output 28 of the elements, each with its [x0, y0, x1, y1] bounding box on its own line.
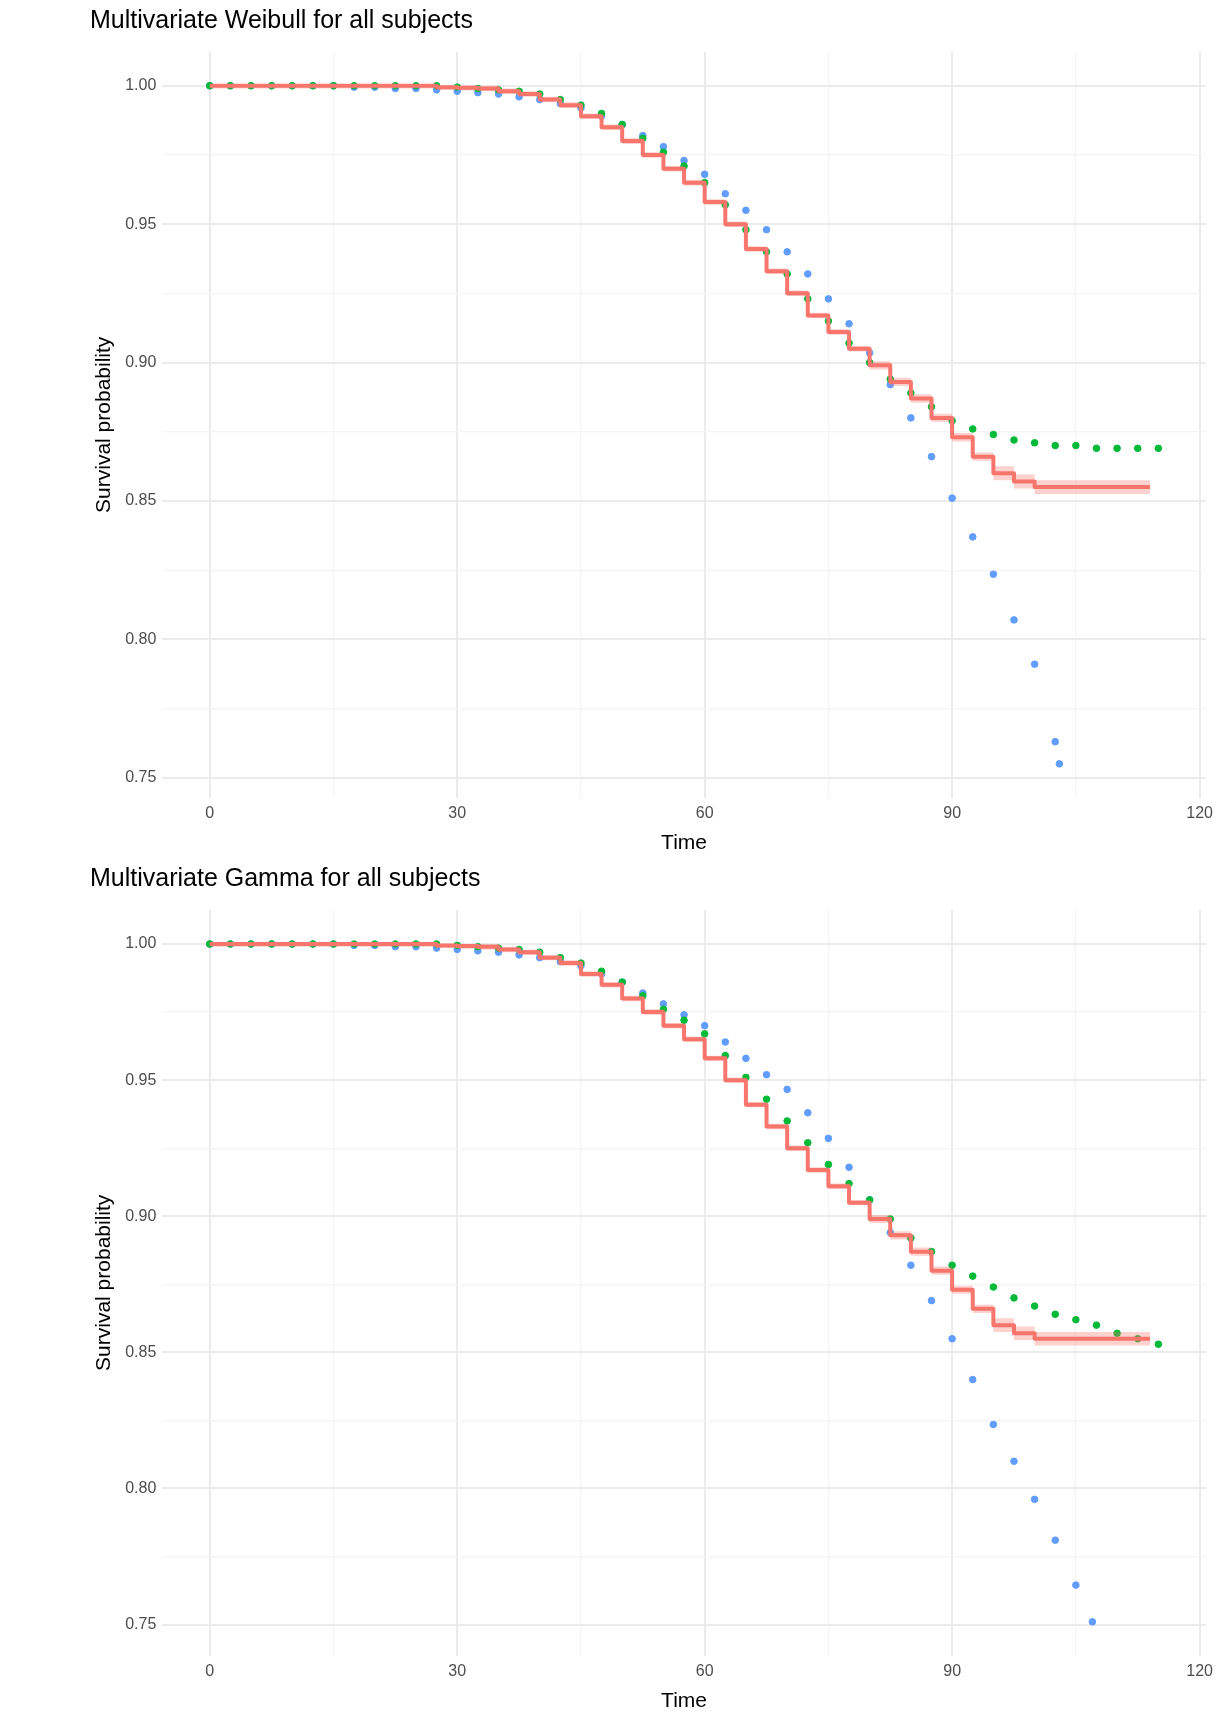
- y-tick-label: 0.80: [125, 629, 157, 647]
- y-tick-label: 0.75: [125, 768, 157, 786]
- chart-title: Multivariate Gamma for all subjects: [90, 862, 481, 891]
- x-tick-label: 0: [205, 803, 215, 821]
- y-tick-label: 0.85: [125, 491, 157, 509]
- x-tick-label: 30: [448, 803, 467, 821]
- x-tick-label: 0: [205, 1661, 215, 1679]
- y-tick-label: 1.00: [125, 76, 157, 94]
- x-tick-label: 60: [695, 803, 714, 821]
- y-tick-label: 0.95: [125, 214, 157, 232]
- y-tick-label: 0.95: [125, 1070, 157, 1088]
- y-tick-label: 1.00: [125, 934, 157, 952]
- y-tick-label: 0.90: [125, 352, 157, 370]
- x-tick-label: 90: [943, 1661, 962, 1679]
- y-tick-label: 0.75: [125, 1614, 157, 1632]
- y-axis-title: Survival probability: [91, 1194, 115, 1371]
- y-tick-label: 0.85: [125, 1342, 157, 1360]
- x-axis-title: Time: [661, 830, 707, 854]
- x-tick-label: 90: [943, 803, 962, 821]
- chart-title: Multivariate Weibull for all subjects: [90, 4, 474, 33]
- x-tick-label: 120: [1186, 803, 1214, 821]
- y-tick-label: 0.80: [125, 1478, 157, 1496]
- x-tick-label: 60: [695, 1661, 714, 1679]
- x-axis-title: Time: [661, 1688, 707, 1712]
- x-tick-label: 30: [448, 1661, 467, 1679]
- y-tick-label: 0.90: [125, 1206, 157, 1224]
- x-tick-label: 120: [1186, 1661, 1214, 1679]
- y-axis-title: Survival probability: [91, 336, 115, 513]
